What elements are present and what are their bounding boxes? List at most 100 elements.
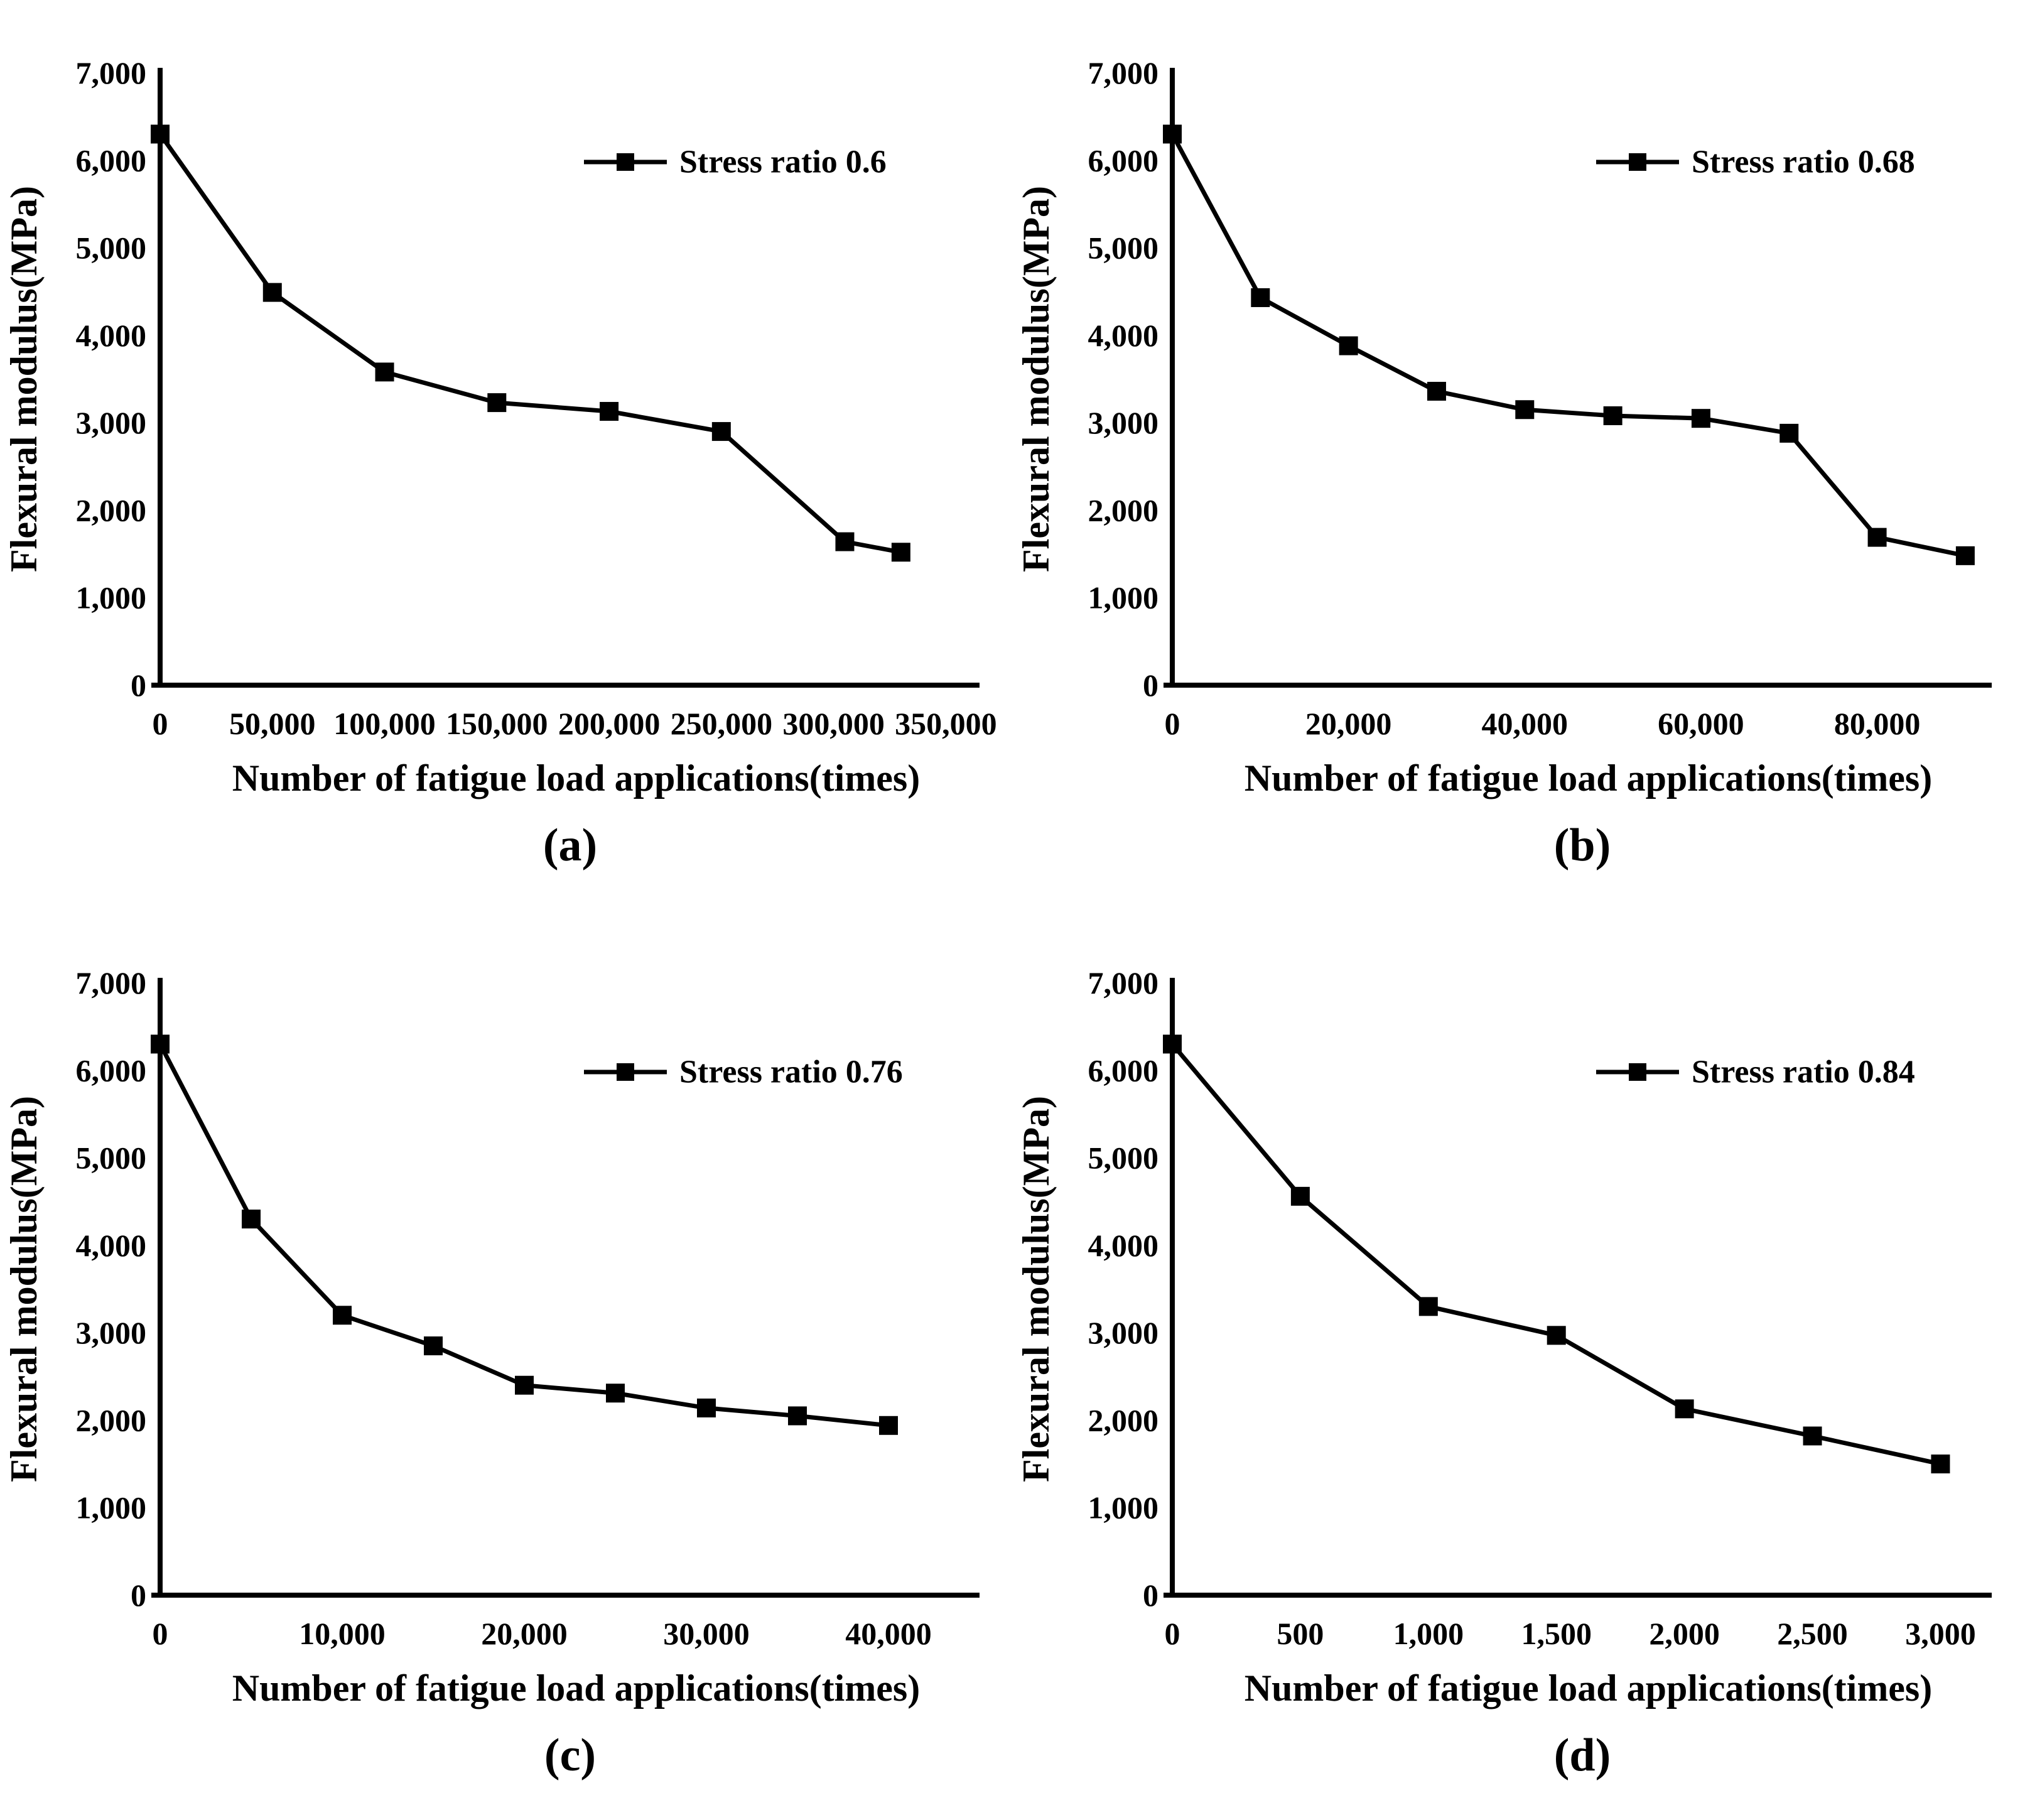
data-series-line <box>158 133 902 555</box>
x-tick-label: 40,000 <box>845 1616 932 1651</box>
y-tick-label: 0 <box>131 1578 146 1613</box>
legend-square-marker-icon <box>617 153 634 171</box>
y-tick-label: 7,000 <box>76 55 147 90</box>
x-tick-label: 1,500 <box>1521 1616 1592 1651</box>
y-tick-label: 3,000 <box>1088 1315 1159 1350</box>
x-tick-label: 20,000 <box>481 1616 568 1651</box>
y-tick-label: 6,000 <box>1088 1053 1159 1088</box>
x-tick-label: 0 <box>153 1616 168 1651</box>
data-point-marker <box>600 402 619 421</box>
legend-square-marker-icon <box>617 1063 634 1081</box>
data-point-marker <box>1867 528 1887 547</box>
y-tick-label: 1,000 <box>76 1490 147 1525</box>
y-tick-label: 5,000 <box>1088 230 1159 266</box>
data-point-marker <box>1955 546 1975 565</box>
y-tick-label: 4,000 <box>1088 1228 1159 1263</box>
x-tick-label: 200,000 <box>558 706 661 741</box>
y-tick-label: 0 <box>1143 668 1158 703</box>
data-point-marker <box>1931 1454 1950 1474</box>
legend-square-marker-icon <box>1629 153 1646 171</box>
data-point-marker <box>711 422 731 441</box>
x-tick-label: 0 <box>1165 706 1180 741</box>
y-tick-label: 5,000 <box>76 230 147 266</box>
data-point-marker <box>1515 400 1535 420</box>
y-tick-label: 2,000 <box>76 1402 147 1438</box>
x-tick-label: 100,000 <box>333 706 436 741</box>
legend-label: Stress ratio 0.6 <box>679 144 887 180</box>
legend-label: Stress ratio 0.84 <box>1692 1054 1915 1090</box>
y-tick-label: 1,000 <box>1088 580 1159 615</box>
data-point-marker <box>1290 1186 1310 1206</box>
x-tick-label: 2,500 <box>1777 1616 1848 1651</box>
chart-panel-a: 0 1,000 2,000 3,000 4,000 5,000 6,000 7,000 0 50,… <box>0 0 1012 910</box>
data-point-marker <box>1251 288 1270 307</box>
y-tick-label: 1,000 <box>1088 1490 1159 1525</box>
data-point-marker <box>879 1416 898 1435</box>
data-point-marker <box>333 1306 352 1325</box>
legend: Stress ratio 0.76 <box>584 1054 903 1090</box>
y-tick-label: 6,000 <box>76 143 147 178</box>
y-tick-label: 6,000 <box>76 1053 147 1088</box>
panel-caption-a: (a) <box>543 820 598 871</box>
y-tick-label: 6,000 <box>1088 143 1159 178</box>
line-chart-stress-ratio-0-84: 0 1,000 2,000 3,000 4,000 5,000 6,000 7,000 0 500… <box>1015 965 1992 1709</box>
x-tick-label: 3,000 <box>1905 1616 1976 1651</box>
chart-panel-c: 0 1,000 2,000 3,000 4,000 5,000 6,000 7,000 0 10,… <box>0 910 1012 1820</box>
data-point-marker <box>1418 1297 1438 1316</box>
y-axis-title: Flexural modulus(MPa) <box>1015 186 1057 572</box>
y-axis-title: Flexural modulus(MPa) <box>1015 1096 1057 1482</box>
y-tick-label: 0 <box>1143 1578 1158 1613</box>
panel-caption-d: (d) <box>1553 1730 1611 1781</box>
x-axis-title: Number of fatigue load applications(time… <box>232 757 921 799</box>
x-tick-label: 0 <box>153 706 168 741</box>
data-point-marker <box>1163 124 1182 144</box>
panel-caption-b: (b) <box>1553 820 1611 871</box>
y-axis-title: Flexural modulus(MPa) <box>3 1096 45 1482</box>
x-tick-label: 300,000 <box>782 706 885 741</box>
y-tick-label: 7,000 <box>76 965 147 1000</box>
y-tick-label: 3,000 <box>76 1315 147 1350</box>
y-tick-label: 7,000 <box>1088 55 1159 90</box>
data-point-marker <box>1803 1426 1822 1446</box>
y-tick-label: 3,000 <box>76 405 147 440</box>
chart-panel-d: 0 1,000 2,000 3,000 4,000 5,000 6,000 7,000 0 500… <box>1012 910 2025 1820</box>
data-point-marker <box>606 1384 625 1403</box>
x-axis-title: Number of fatigue load applications(time… <box>1245 1667 1933 1709</box>
line-chart-stress-ratio-0-68: 0 1,000 2,000 3,000 4,000 5,000 6,000 7,000 0 20,… <box>1015 55 1992 799</box>
y-tick-label: 4,000 <box>76 318 147 353</box>
x-axis-title: Number of fatigue load applications(time… <box>232 1667 921 1709</box>
y-tick-label: 5,000 <box>1088 1140 1159 1176</box>
data-point-marker <box>375 362 394 382</box>
data-point-marker <box>151 124 170 144</box>
y-tick-label: 2,000 <box>76 492 147 528</box>
legend-square-marker-icon <box>1629 1063 1646 1081</box>
y-tick-label: 2,000 <box>1088 492 1159 528</box>
x-tick-label: 150,000 <box>446 706 548 741</box>
x-tick-label: 20,000 <box>1305 706 1392 741</box>
x-tick-label: 0 <box>1165 1616 1180 1651</box>
x-tick-label: 2,000 <box>1649 1616 1720 1651</box>
panel-caption-c: (c) <box>544 1730 597 1781</box>
data-point-marker <box>487 393 507 413</box>
x-tick-label: 250,000 <box>671 706 773 741</box>
x-tick-label: 1,000 <box>1393 1616 1464 1651</box>
x-tick-label: 350,000 <box>895 706 997 741</box>
line-chart-stress-ratio-0-76: 0 1,000 2,000 3,000 4,000 5,000 6,000 7,000 0 10,… <box>3 965 980 1709</box>
y-tick-label: 0 <box>131 668 146 703</box>
legend: Stress ratio 0.6 <box>584 144 887 180</box>
x-tick-label: 10,000 <box>299 1616 386 1651</box>
y-tick-label: 4,000 <box>76 1228 147 1263</box>
data-point-marker <box>1427 382 1446 401</box>
data-point-marker <box>1675 1399 1694 1419</box>
data-point-marker <box>1691 409 1710 428</box>
y-tick-label: 3,000 <box>1088 405 1159 440</box>
data-point-marker <box>697 1398 716 1417</box>
y-tick-label: 2,000 <box>1088 1402 1159 1438</box>
line-chart-stress-ratio-0-6: 0 1,000 2,000 3,000 4,000 5,000 6,000 7,000 0 50,… <box>3 55 997 799</box>
x-tick-label: 80,000 <box>1834 706 1921 741</box>
x-tick-label: 30,000 <box>663 1616 750 1651</box>
data-series-line <box>158 1043 889 1428</box>
legend-label: Stress ratio 0.76 <box>679 1054 903 1090</box>
legend: Stress ratio 0.84 <box>1596 1054 1915 1090</box>
